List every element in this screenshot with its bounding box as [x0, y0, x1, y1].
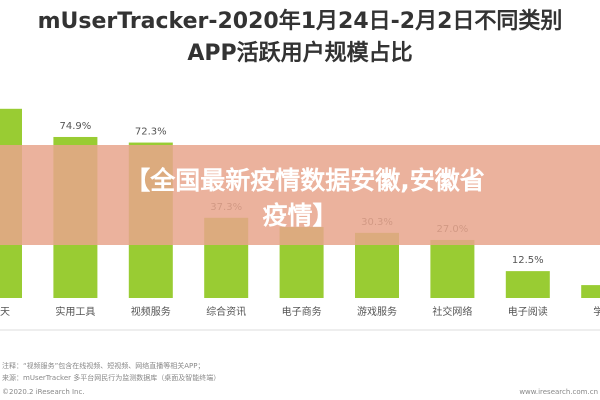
- source: 来源：mUserTracker 多平台网民行为监测数据库（桌面及智能终端）: [2, 373, 220, 382]
- x-tick-label: 学习: [593, 305, 600, 318]
- x-tick-label: 视频服务: [131, 305, 171, 318]
- x-tick-label: 聊天: [0, 305, 10, 318]
- website: www.iresearch.com.cn: [519, 388, 598, 396]
- banner: [0, 145, 600, 245]
- copyright: ©2020.2 iResearch Inc.: [2, 388, 85, 396]
- bar: [505, 271, 550, 298]
- banner-text: 疫情】: [262, 201, 337, 230]
- data-label: 72.3%: [135, 127, 167, 138]
- data-label: 12.5%: [512, 255, 544, 266]
- x-tick-label: 游戏服务: [357, 305, 397, 318]
- bar: [581, 285, 600, 298]
- chart-title: mUserTracker-2020年1月24日-2月2日不同类别: [38, 8, 563, 34]
- x-tick-label: 电子商务: [282, 305, 322, 318]
- x-tick-label: 实用工具: [55, 305, 95, 318]
- bar: [430, 239, 475, 298]
- data-label: 74.9%: [60, 121, 92, 132]
- note: 注释：“视频服务”包含在线视频、短视频、网络直播等相关APP；: [2, 361, 204, 370]
- chart-subtitle: APP活跃用户规模占比: [187, 40, 412, 66]
- banner-text: 【全国最新疫情数据安徽,安徽省: [125, 166, 485, 195]
- x-tick-label: 电子阅读: [508, 305, 548, 318]
- x-tick-label: 社交网络: [432, 305, 472, 318]
- x-tick-label: 综合资讯: [206, 305, 246, 318]
